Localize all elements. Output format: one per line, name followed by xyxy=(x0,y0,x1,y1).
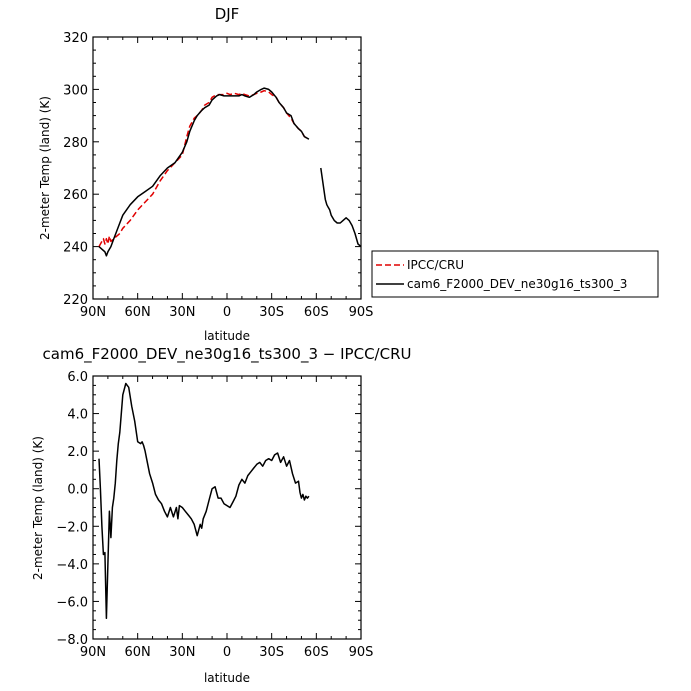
x-tick-label: 90N xyxy=(80,645,106,660)
y-tick-label: 260 xyxy=(63,188,88,203)
djf-temperature-chart: DJF 90N 60N 30N 0 30S 60S 90S 220 240 260 280 300 32… xyxy=(38,5,659,343)
x-axis-label: latitude xyxy=(204,329,250,343)
x-tick-label: 60N xyxy=(125,305,151,320)
legend: IPCC/CRU cam6_F2000_DEV_ne30g16_ts300_3 xyxy=(371,250,659,298)
x-axis-label: latitude xyxy=(204,671,250,685)
x-tick-label: 30N xyxy=(169,305,195,320)
chart-title: cam6_F2000_DEV_ne30g16_ts300_3 − IPCC/CR… xyxy=(43,345,412,364)
y-tick-label: −4.0 xyxy=(56,558,88,573)
x-tick-label: 30S xyxy=(259,645,284,660)
y-tick-label: −8.0 xyxy=(56,633,88,648)
y-tick-label: 4.0 xyxy=(67,408,88,423)
x-tick-label: 0 xyxy=(223,645,231,660)
y-tick-label: 280 xyxy=(63,136,88,151)
series-line-1-0 xyxy=(98,382,310,620)
x-tick-label: 90S xyxy=(349,305,374,320)
y-tick-label: 2.0 xyxy=(67,445,88,460)
y-tick-label: 0.0 xyxy=(67,483,88,498)
x-tick-label: 0 xyxy=(223,305,231,320)
series-line-0-1 xyxy=(98,87,362,257)
y-tick-label: 240 xyxy=(63,241,88,256)
y-tick-label: 300 xyxy=(63,83,88,98)
y-tick-label: 220 xyxy=(63,293,88,308)
legend-box xyxy=(371,250,659,298)
series-line-0-0 xyxy=(98,89,310,247)
y-tick-label: 6.0 xyxy=(67,370,88,385)
difference-chart: cam6_F2000_DEV_ne30g16_ts300_3 − IPCC/CR… xyxy=(31,345,411,685)
legend-entry-ipcc: IPCC/CRU xyxy=(407,258,464,272)
y-tick-label: −2.0 xyxy=(56,520,88,535)
x-tick-label: 60S xyxy=(304,305,329,320)
x-tick-label: 30S xyxy=(259,305,284,320)
y-tick-label: −6.0 xyxy=(56,595,88,610)
y-axis-label: 2-meter Temp (land) (K) xyxy=(38,96,52,240)
legend-entry-cam6: cam6_F2000_DEV_ne30g16_ts300_3 xyxy=(407,277,627,291)
y-axis-label: 2-meter Temp (land) (K) xyxy=(31,436,45,580)
x-tick-label: 30N xyxy=(169,645,195,660)
chart-title: DJF xyxy=(215,5,240,23)
x-tick-label: 90S xyxy=(349,645,374,660)
x-tick-label: 60N xyxy=(125,645,151,660)
x-tick-label: 60S xyxy=(304,645,329,660)
y-tick-label: 320 xyxy=(63,31,88,46)
x-tick-label: 90N xyxy=(80,305,106,320)
